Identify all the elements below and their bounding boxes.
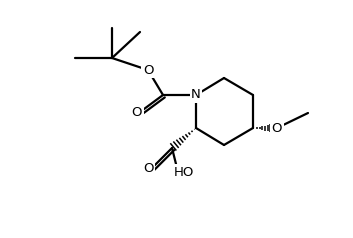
Text: HO: HO <box>174 165 194 178</box>
Text: O: O <box>132 105 142 119</box>
Text: O: O <box>272 122 282 134</box>
Text: O: O <box>143 162 153 174</box>
Text: N: N <box>191 89 201 101</box>
Text: O: O <box>143 64 153 76</box>
